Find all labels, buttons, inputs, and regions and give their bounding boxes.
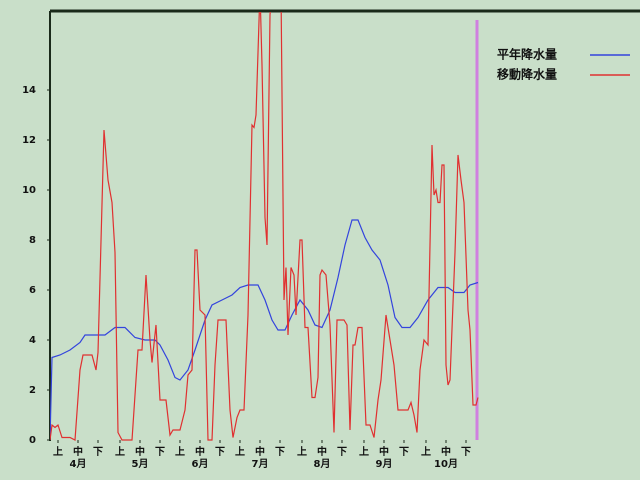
series-line [50,12,479,441]
legend-label: 平年降水量 [497,47,557,62]
month-label: 9月 [376,458,393,470]
plot-area [50,12,479,441]
x-tick-label: 上 [175,445,185,458]
y-tick-label: 14 [22,85,36,96]
series-line [50,219,479,441]
x-tick-label: 上 [115,445,125,458]
y-tick-label: 10 [22,185,36,196]
y-tick-label: 12 [22,135,36,146]
x-tick-label: 下 [93,446,103,458]
x-tick-label: 中 [195,445,205,458]
x-tick-label: 下 [461,446,471,458]
y-tick-label: 6 [29,285,36,296]
x-tick-label: 下 [215,446,225,458]
y-tick-label: 4 [29,335,36,346]
x-tick-label: 下 [155,446,165,458]
month-label: 4月 [70,458,87,470]
x-tick-label: 中 [379,445,389,458]
month-label: 6月 [192,458,209,470]
x-tick-label: 中 [441,445,451,458]
month-label: 5月 [132,458,149,470]
x-tick-label: 中 [317,445,327,458]
x-tick-label: 中 [135,445,145,458]
y-tick-label: 8 [29,235,36,246]
legend-label: 移動降水量 [497,67,557,82]
month-label: 10月 [434,458,458,470]
x-tick-label: 中 [255,445,265,458]
x-tick-label: 下 [399,446,409,458]
x-tick-label: 上 [421,445,431,458]
x-tick-label: 上 [297,445,307,458]
y-tick-label: 2 [29,385,36,396]
month-label: 8月 [314,458,331,470]
x-tick-label: 下 [337,446,347,458]
x-tick-label: 上 [359,445,369,458]
x-tick-label: 中 [73,445,83,458]
x-tick-label: 下 [275,446,285,458]
month-label: 7月 [252,458,269,470]
x-tick-label: 上 [53,445,63,458]
y-tick-label: 0 [29,435,36,446]
x-tick-label: 上 [235,445,245,458]
